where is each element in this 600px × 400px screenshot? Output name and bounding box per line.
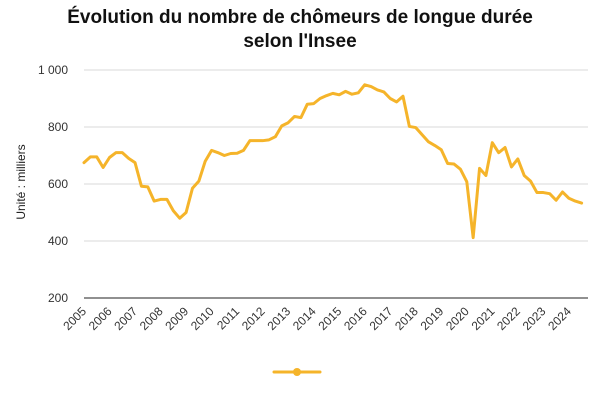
series-line-0 xyxy=(82,83,584,240)
x-tick-label-11: 2016 xyxy=(341,304,370,333)
chart-title-line-2: selon l'Insee xyxy=(243,31,357,52)
x-tick-label-9: 2014 xyxy=(290,304,319,333)
x-tick-label-7: 2012 xyxy=(239,304,268,333)
y-tick-label-3: 800 xyxy=(48,120,68,134)
y-tick-label-1: 400 xyxy=(48,234,68,248)
x-tick-label-14: 2019 xyxy=(418,304,447,333)
y-tick-labels: 200 400 600 800 1 000 xyxy=(38,63,68,305)
grid-lines xyxy=(84,69,588,242)
chart-title-line-1: Évolution du nombre de chômeurs de longu… xyxy=(67,7,533,28)
x-tick-label-4: 2009 xyxy=(162,304,191,333)
x-tick-labels: 2005200620072008200920102011201220132014… xyxy=(60,304,574,333)
x-tick-label-1: 2006 xyxy=(86,304,115,333)
y-tick-label-0: 200 xyxy=(48,291,68,305)
y-tick-label-4: 1 000 xyxy=(38,63,68,77)
x-tick-label-12: 2017 xyxy=(367,304,396,333)
y-tick-label-2: 600 xyxy=(48,177,68,191)
y-axis-title: Unité : milliers xyxy=(14,144,28,219)
x-tick-label-0: 2005 xyxy=(60,304,89,333)
legend-point-marker[interactable] xyxy=(293,368,301,376)
x-tick-label-17: 2022 xyxy=(494,304,523,333)
legend[interactable] xyxy=(272,368,322,376)
x-tick-label-16: 2021 xyxy=(469,304,498,333)
x-tick-label-18: 2023 xyxy=(520,304,549,333)
x-tick-label-5: 2010 xyxy=(188,304,217,333)
x-tick-label-3: 2008 xyxy=(137,304,166,333)
x-tick-label-2: 2007 xyxy=(111,304,140,333)
x-tick-label-19: 2024 xyxy=(545,304,574,333)
x-tick-label-15: 2020 xyxy=(443,304,472,333)
x-tick-label-8: 2013 xyxy=(264,304,293,333)
chart-title: Évolution du nombre de chômeurs de longu… xyxy=(0,6,600,54)
series-layer xyxy=(82,83,584,240)
x-tick-label-13: 2018 xyxy=(392,304,421,333)
x-tick-label-10: 2015 xyxy=(316,304,345,333)
x-tick-label-6: 2011 xyxy=(214,304,242,332)
